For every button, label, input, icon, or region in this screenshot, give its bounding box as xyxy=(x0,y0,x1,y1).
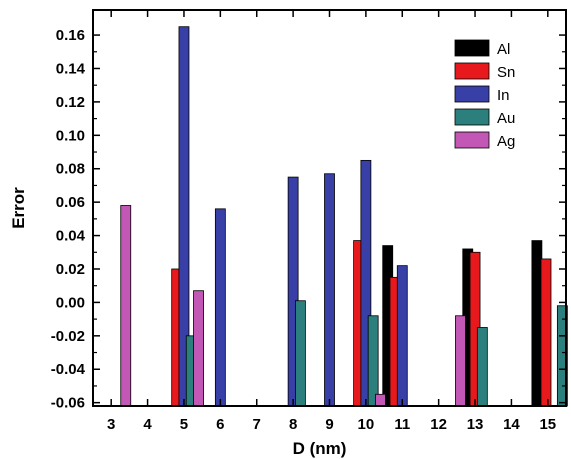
x-tick-label: 13 xyxy=(467,416,484,433)
legend-label-sn: Sn xyxy=(497,64,515,81)
legend-label-ag: Ag xyxy=(497,133,515,150)
y-tick-label: 0.16 xyxy=(56,27,85,44)
x-tick-label: 15 xyxy=(539,416,556,433)
y-tick-label: -0.02 xyxy=(51,328,85,345)
x-tick-label: 8 xyxy=(289,416,297,433)
bar-ag-1 xyxy=(193,290,204,407)
legend-swatch-ag xyxy=(454,131,490,149)
ticks-layer: -0.06 -0.04 -0.02 0.00 0.02 0.04 0.06 0.08 0.10 0… xyxy=(51,10,566,433)
y-tick-label: 0.08 xyxy=(56,161,85,178)
bar-au-1 xyxy=(294,300,306,407)
y-tick-label: 0.02 xyxy=(56,261,85,278)
bars-layer xyxy=(120,26,568,407)
x-tick-label: 4 xyxy=(143,416,152,433)
bar-sn-4 xyxy=(540,258,552,407)
legend-swatch-al xyxy=(454,39,490,57)
x-tick-label: 11 xyxy=(394,416,410,433)
y-tick-label: -0.06 xyxy=(51,395,85,412)
y-axis-label: Error xyxy=(9,187,28,229)
bar-ag-3 xyxy=(455,315,466,407)
bar-in-5 xyxy=(396,265,408,407)
bar-in-1 xyxy=(214,208,226,407)
legend-label-al: Al xyxy=(497,41,510,58)
x-tick-label: 9 xyxy=(325,416,333,433)
x-tick-label: 6 xyxy=(216,416,224,433)
x-tick-label: 12 xyxy=(430,416,447,433)
y-tick-label: 0.14 xyxy=(56,60,86,77)
x-tick-label: 3 xyxy=(107,416,115,433)
y-tick-label: 0.04 xyxy=(56,228,86,245)
legend-label-au: Au xyxy=(497,110,515,127)
legend-swatch-sn xyxy=(454,62,490,80)
legend: Al Sn In Au Ag xyxy=(454,39,515,150)
legend-swatch-in xyxy=(454,85,490,103)
y-tick-label: -0.04 xyxy=(51,361,86,378)
bar-ag-2 xyxy=(375,393,386,407)
legend-swatch-au xyxy=(454,108,490,126)
y-tick-label: 0.10 xyxy=(56,127,85,144)
x-tick-label: 7 xyxy=(253,416,261,433)
y-tick-label: 0.12 xyxy=(56,94,85,111)
y-tick-label: 0.00 xyxy=(56,294,85,311)
bar-al-2 xyxy=(531,240,543,407)
x-tick-label: 5 xyxy=(180,416,188,433)
bar-au-2 xyxy=(367,315,379,407)
bar-au-3 xyxy=(476,327,488,407)
bar-in-3 xyxy=(324,173,335,407)
x-axis-label: D (nm) xyxy=(293,439,347,458)
legend-label-in: In xyxy=(497,87,510,104)
x-tick-label: 14 xyxy=(503,416,520,433)
x-tick-label: 10 xyxy=(358,416,375,433)
y-tick-label: 0.06 xyxy=(56,194,85,211)
bar-ag-0 xyxy=(120,205,132,407)
